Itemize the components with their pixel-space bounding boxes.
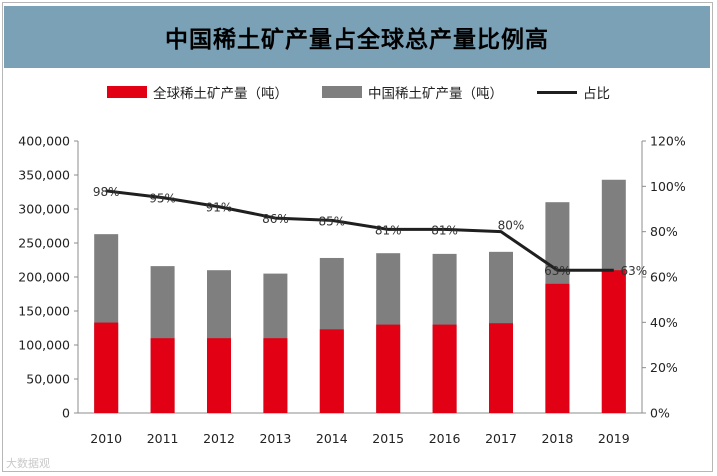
y-left-tick-label: 300,000 xyxy=(18,202,70,217)
y-right-tick-label: 80% xyxy=(650,224,678,239)
y-left-tick-label: 400,000 xyxy=(18,134,70,149)
ratio-data-label: 95% xyxy=(149,192,176,206)
legend-item-china: 中国稀土矿产量（吨） xyxy=(322,82,503,102)
bar-global-2018 xyxy=(545,283,570,413)
y-left-tick-label: 0 xyxy=(62,406,70,421)
ratio-data-label: 86% xyxy=(262,212,289,226)
ratio-data-label: 98% xyxy=(93,185,120,199)
bar-global-2014 xyxy=(319,329,344,413)
x-tick-label: 2011 xyxy=(147,431,179,446)
y-left-tick-label: 250,000 xyxy=(18,236,70,251)
y-right-tick-label: 100% xyxy=(650,179,686,194)
y-right-tick-label: 60% xyxy=(650,270,678,285)
bar-global-2019 xyxy=(601,270,626,413)
x-tick-label: 2016 xyxy=(429,431,461,446)
bar-global-2015 xyxy=(376,324,401,413)
watermark: 大数据观 xyxy=(6,457,50,470)
legend-item-ratio: 占比 xyxy=(537,82,610,102)
x-tick-label: 2018 xyxy=(541,431,573,446)
x-tick-label: 2010 xyxy=(90,431,122,446)
x-tick-label: 2015 xyxy=(372,431,404,446)
ratio-data-label: 63% xyxy=(544,264,571,278)
y-left-tick-label: 150,000 xyxy=(18,304,70,319)
y-left-tick-label: 50,000 xyxy=(26,372,70,387)
ratio-data-label: 81% xyxy=(431,223,458,237)
x-tick-label: 2017 xyxy=(485,431,517,446)
ratio-data-label: 81% xyxy=(375,223,402,237)
bar-global-2011 xyxy=(150,338,175,413)
x-tick-label: 2014 xyxy=(316,431,348,446)
legend-swatch-global xyxy=(107,86,147,98)
y-right-tick-label: 40% xyxy=(650,315,678,330)
ratio-data-label: 63% xyxy=(620,264,647,278)
ratio-data-label: 91% xyxy=(206,201,233,215)
legend-swatch-china xyxy=(322,86,362,98)
y-left-tick-label: 200,000 xyxy=(18,270,70,285)
y-right-tick-label: 120% xyxy=(650,134,686,149)
y-right-tick-label: 20% xyxy=(650,360,678,375)
ratio-line xyxy=(106,189,614,272)
x-tick-label: 2012 xyxy=(203,431,235,446)
title-bar: 中国稀土矿产量占全球总产量比例高 xyxy=(4,6,710,68)
bar-global-2016 xyxy=(432,324,457,413)
chart-frame xyxy=(2,2,713,472)
bar-global-2017 xyxy=(489,323,513,413)
legend: 全球稀土矿产量（吨） 中国稀土矿产量（吨） 占比 xyxy=(0,80,717,104)
legend-label-china: 中国稀土矿产量（吨） xyxy=(368,86,503,102)
legend-item-global: 全球稀土矿产量（吨） xyxy=(107,82,288,102)
ratio-data-label: 80% xyxy=(498,219,525,233)
y-left-tick-label: 100,000 xyxy=(18,338,70,353)
bar-global-2012 xyxy=(207,338,231,413)
ratio-data-label: 85% xyxy=(318,214,345,228)
bar-global-2013 xyxy=(263,338,288,413)
bar-global-2010 xyxy=(94,322,119,413)
legend-swatch-ratio xyxy=(537,90,577,94)
x-tick-label: 2013 xyxy=(259,431,291,446)
y-right-tick-label: 0% xyxy=(650,406,670,421)
y-left-tick-label: 350,000 xyxy=(18,168,70,183)
x-tick-label: 2019 xyxy=(598,431,630,446)
legend-label-global: 全球稀土矿产量（吨） xyxy=(153,86,288,102)
legend-label-ratio: 占比 xyxy=(583,86,610,102)
chart-title: 中国稀土矿产量占全球总产量比例高 xyxy=(165,27,549,53)
